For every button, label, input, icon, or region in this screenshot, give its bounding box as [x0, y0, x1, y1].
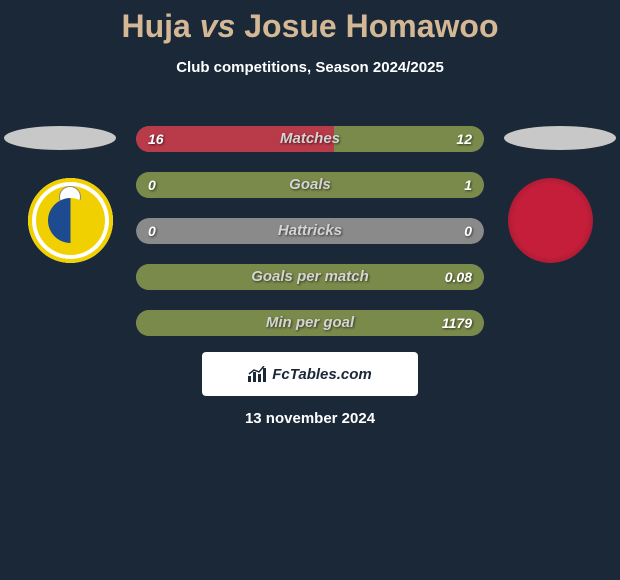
crest-emblem-icon	[518, 193, 583, 253]
player1-name: Huja	[122, 8, 191, 44]
branding-text: FcTables.com	[272, 366, 371, 383]
branding-badge: FcTables.com	[202, 352, 418, 396]
stat-label: Hattricks	[136, 218, 484, 244]
stats-container: Matches1612Goals01Hattricks00Goals per m…	[136, 126, 484, 356]
crest-shield-icon	[28, 178, 113, 263]
stat-label: Goals per match	[136, 264, 484, 290]
stat-value-left: 0	[148, 172, 156, 198]
stat-row: Hattricks0 0	[136, 218, 484, 244]
stat-row: Matches16 12	[136, 126, 484, 152]
stat-label: Goals	[136, 172, 484, 198]
chart-icon	[248, 366, 268, 382]
club-crest-right	[500, 178, 600, 263]
stat-row: Min per goal1179	[136, 310, 484, 336]
stat-value-left: 16	[148, 126, 164, 152]
stat-value-left: 0	[148, 218, 156, 244]
subtitle: Club competitions, Season 2024/2025	[0, 59, 620, 76]
stat-value-right: 0.08	[445, 264, 472, 290]
player2-name: Josue Homawoo	[244, 8, 498, 44]
player2-silhouette	[504, 126, 616, 150]
stat-value-right: 1179	[442, 310, 472, 336]
stat-value-right: 0	[464, 218, 472, 244]
stat-label: Matches	[136, 126, 484, 152]
stat-value-right: 1	[464, 172, 472, 198]
stat-row: Goals0 1	[136, 172, 484, 198]
stat-row: Goals per match0.08	[136, 264, 484, 290]
comparison-title: Huja vs Josue Homawoo	[0, 0, 620, 45]
vs-text: vs	[200, 8, 236, 44]
stat-label: Min per goal	[136, 310, 484, 336]
crest-shield-icon	[508, 178, 593, 263]
date-text: 13 november 2024	[0, 410, 620, 427]
player1-silhouette	[4, 126, 116, 150]
club-crest-left	[20, 178, 120, 263]
crest-stripes-icon	[48, 198, 93, 243]
stat-value-right: 12	[456, 126, 472, 152]
